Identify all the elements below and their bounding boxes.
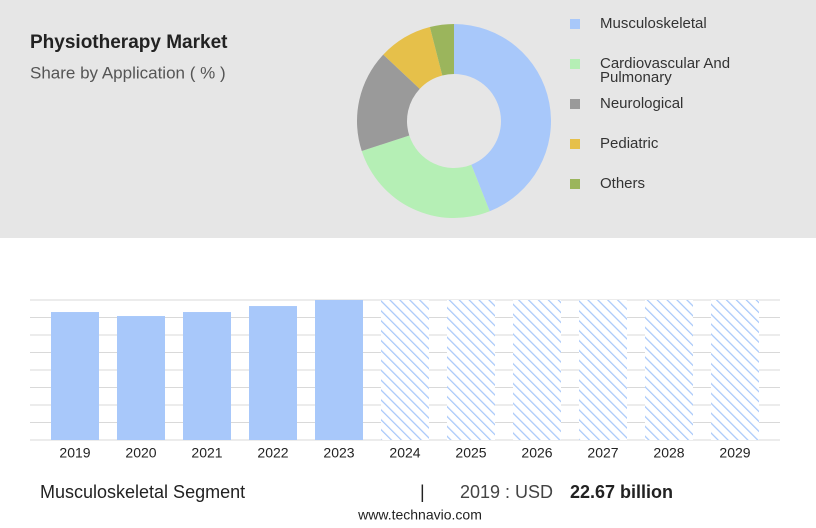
forecast-bar	[447, 300, 495, 440]
x-tick-label: 2019	[59, 445, 90, 461]
forecast-bar	[381, 300, 429, 440]
bar	[249, 306, 297, 440]
legend-label: Pediatric	[600, 135, 659, 152]
x-tick-label: 2025	[455, 445, 486, 461]
donut-segment	[357, 54, 420, 151]
x-tick-label: 2026	[521, 445, 552, 461]
legend-swatch	[570, 19, 580, 29]
donut-segment	[383, 27, 443, 89]
legend-label: Musculoskeletal	[600, 15, 707, 32]
legend-label: Others	[600, 175, 646, 192]
x-tick-label: 2022	[257, 445, 288, 461]
x-tick-label: 2027	[587, 445, 618, 461]
legend-swatch	[570, 179, 580, 189]
subtitle: Share by Application ( % )	[30, 63, 226, 82]
bar	[117, 316, 165, 440]
separator: |	[420, 482, 425, 502]
legend-swatch	[570, 59, 580, 69]
donut-segment	[454, 24, 551, 212]
forecast-bar	[579, 300, 627, 440]
legend-swatch	[570, 139, 580, 149]
donut-segment	[429, 24, 454, 76]
year-label: 2019 : USD	[460, 482, 553, 502]
x-tick-label: 2020	[125, 445, 156, 461]
legend-label: Cardiovascular And Pulmonary	[600, 55, 731, 86]
title: Physiotherapy Market	[30, 32, 228, 53]
legend-label: Neurological	[600, 95, 684, 112]
x-tick-label: 2024	[389, 445, 420, 461]
legend-swatch	[570, 99, 580, 109]
forecast-bar	[513, 300, 561, 440]
bar	[51, 312, 99, 440]
bar	[315, 300, 363, 440]
forecast-bar	[711, 300, 759, 440]
x-tick-label: 2028	[653, 445, 684, 461]
x-tick-label: 2023	[323, 445, 354, 461]
segment-label: Musculoskeletal Segment	[40, 482, 245, 502]
forecast-bar	[645, 300, 693, 440]
x-tick-label: 2021	[191, 445, 222, 461]
bar	[183, 312, 231, 440]
value-label: 22.67 billion	[570, 482, 673, 502]
donut-segment	[361, 135, 490, 218]
source: www.technavio.com	[357, 507, 482, 523]
x-tick-label: 2029	[719, 445, 750, 461]
